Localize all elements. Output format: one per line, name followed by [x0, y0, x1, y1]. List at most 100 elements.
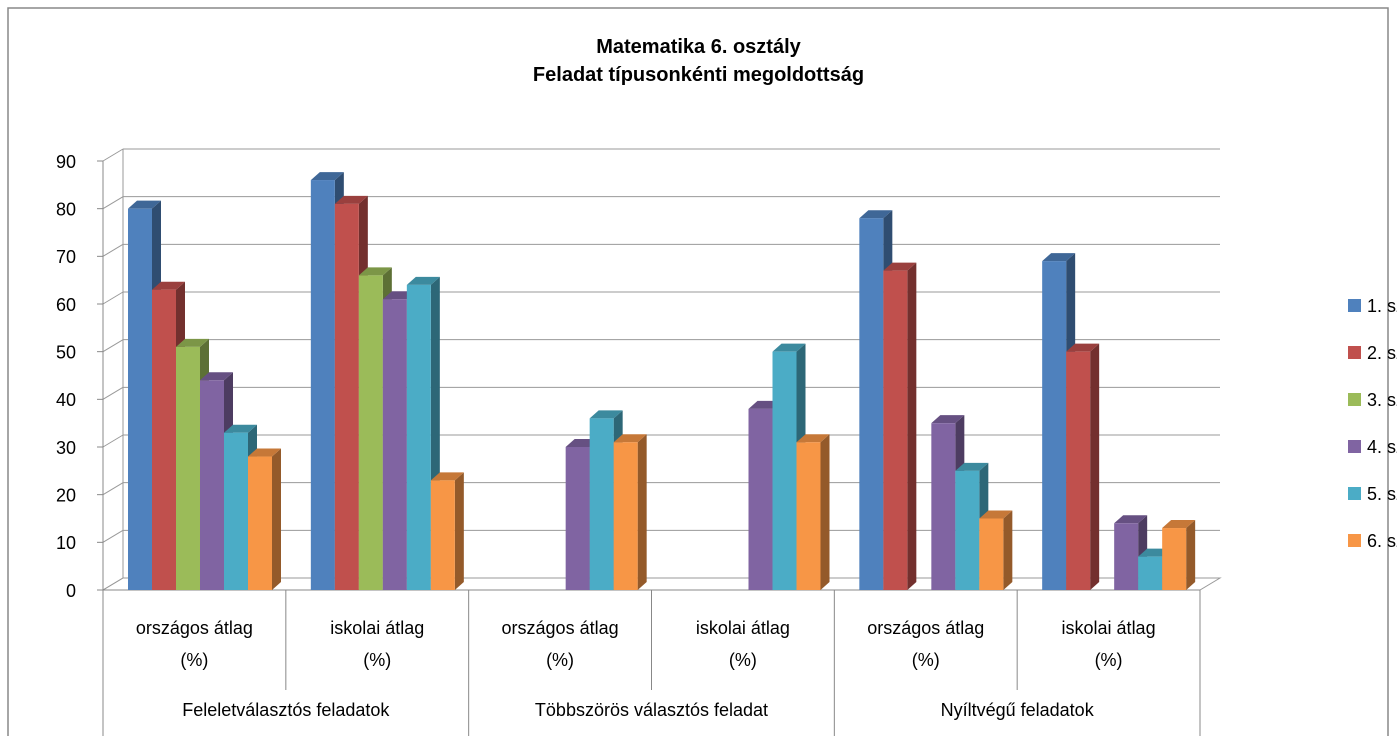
chart-title: Matematika 6. osztály	[596, 36, 801, 58]
grid-line-slant	[102, 291, 124, 305]
bar	[931, 423, 956, 590]
bar	[382, 299, 407, 590]
bar-top	[430, 472, 464, 481]
x-tick-label: iskolai átlag (%)	[330, 618, 425, 670]
grid-line-slant	[102, 434, 124, 448]
bar-top	[358, 267, 392, 276]
bar-side	[907, 262, 917, 590]
bar-top	[152, 281, 185, 290]
bar-side	[1090, 343, 1100, 590]
x-tick-label: iskolai átlag (%)	[1061, 618, 1156, 670]
bar-top	[931, 415, 965, 424]
x-tick-label: országos átlag (%)	[501, 618, 619, 670]
bar	[565, 447, 590, 590]
bar	[883, 270, 908, 590]
bar-side	[637, 434, 647, 590]
y-tick-label: 80	[56, 199, 76, 219]
legend-swatch	[1348, 393, 1361, 406]
bar-top	[979, 510, 1013, 519]
grid-line-slant	[102, 243, 124, 257]
bar-top	[176, 338, 209, 347]
legend-swatch	[1348, 487, 1361, 500]
y-tick-label: 0	[66, 581, 76, 601]
bar-top	[1042, 253, 1076, 262]
bar-top	[859, 210, 893, 219]
x-tick-label: országos átlag (%)	[867, 618, 985, 670]
bar-side	[1186, 520, 1196, 590]
y-tick-label: 30	[56, 438, 76, 458]
bar	[859, 218, 884, 590]
bar-top	[1066, 343, 1100, 352]
legend-swatch	[1348, 299, 1361, 312]
x-tick-label: országos átlag (%)	[135, 618, 253, 670]
y-tick-label: 40	[56, 390, 76, 410]
bar	[248, 456, 272, 590]
bar	[955, 470, 980, 590]
bar-top	[224, 424, 257, 433]
bar	[1138, 556, 1163, 590]
bar-side	[272, 448, 281, 590]
bar	[176, 346, 200, 590]
grid-line-slant	[102, 577, 124, 591]
bar	[1162, 528, 1187, 590]
y-tick-label: 50	[56, 342, 76, 362]
bar-top	[613, 434, 647, 443]
bar	[200, 380, 224, 590]
bar-side	[454, 472, 464, 590]
bar	[430, 480, 455, 590]
grid-line-slant	[102, 148, 124, 162]
legend-label: 1. szint	[1367, 296, 1397, 316]
bar-top	[796, 434, 830, 443]
chart-border	[7, 7, 1389, 736]
x-tick-label: iskolai átlag (%)	[695, 618, 790, 670]
bar-top	[589, 410, 623, 419]
bar-top	[310, 172, 344, 181]
bar	[152, 289, 176, 590]
legend-label: 6. szint	[1367, 531, 1397, 551]
bar	[1042, 261, 1067, 590]
y-tick-label: 60	[56, 295, 76, 315]
grid-line-slant	[102, 196, 124, 210]
bar-side	[820, 434, 830, 590]
grid-line-slant	[102, 529, 124, 543]
bar	[772, 351, 797, 590]
group-label: Feleletválasztós feladatok	[182, 700, 390, 720]
bar	[224, 432, 248, 590]
bar-top	[955, 462, 989, 471]
legend-label: 5. szint	[1367, 484, 1397, 504]
group-label: Többszörös választós feladat	[534, 700, 769, 720]
grid-line-slant	[102, 482, 124, 496]
bar-top	[1162, 520, 1196, 529]
legend-label: 3. szint	[1367, 390, 1397, 410]
bar-top	[406, 276, 440, 285]
bar	[406, 284, 431, 590]
bar	[1114, 523, 1139, 590]
legend-label: 2. szint	[1367, 343, 1397, 363]
bar	[334, 203, 359, 590]
bar-top	[200, 372, 233, 381]
bar-top	[883, 262, 917, 271]
bar-side	[1003, 510, 1013, 590]
bar	[748, 408, 773, 590]
bar	[1066, 351, 1091, 590]
bar-top	[1114, 515, 1148, 524]
y-tick-label: 90	[56, 152, 76, 172]
bar	[589, 418, 614, 590]
y-tick-label: 20	[56, 485, 76, 505]
bar	[128, 208, 152, 590]
bar-top	[128, 200, 161, 209]
bar-top	[334, 195, 368, 204]
bar	[613, 442, 638, 590]
y-tick-label: 70	[56, 247, 76, 267]
bar	[979, 518, 1004, 590]
grid-line-slant	[102, 339, 124, 353]
bar	[796, 442, 821, 590]
legend-swatch	[1348, 346, 1361, 359]
bar	[358, 275, 383, 590]
bar	[310, 180, 335, 591]
group-label: Nyíltvégű feladatok	[940, 700, 1094, 720]
bar-top	[248, 448, 281, 457]
legend-swatch	[1348, 534, 1361, 547]
